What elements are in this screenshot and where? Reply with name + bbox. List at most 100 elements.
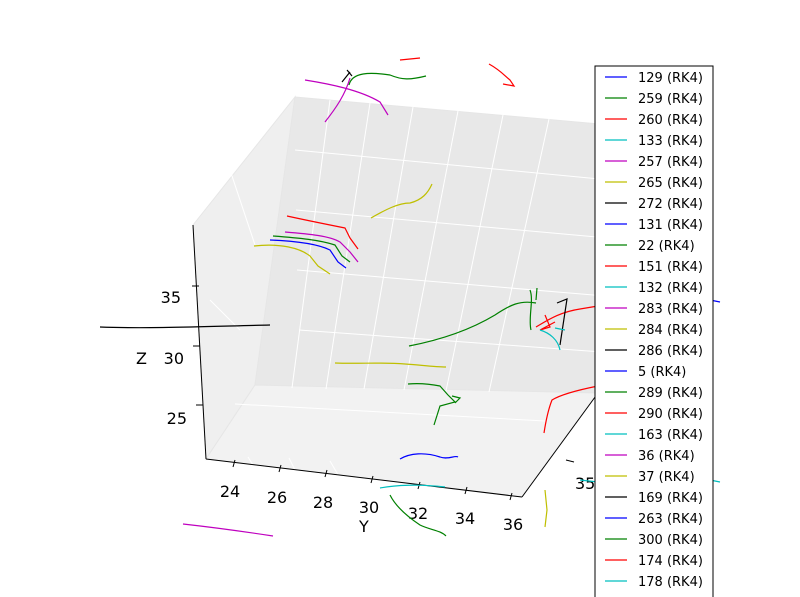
trajectory-line xyxy=(399,57,421,61)
axis-ticks xyxy=(192,285,575,501)
legend-entry: 286 (RK4) xyxy=(638,344,703,359)
grid-line xyxy=(229,169,256,246)
legend-entry: 263 (RK4) xyxy=(638,512,703,527)
trajectory-line xyxy=(488,63,516,87)
y-tick xyxy=(464,486,468,495)
grid-line xyxy=(247,456,262,479)
legend-entry: 265 (RK4) xyxy=(638,176,703,191)
legend-entry: 22 (RK4) xyxy=(638,239,695,254)
axis-lines xyxy=(192,224,599,498)
grid-line xyxy=(296,269,606,297)
trajectory-line xyxy=(544,489,548,528)
y-tick xyxy=(278,464,282,473)
legend-entry: 257 (RK4) xyxy=(638,155,703,170)
tick-labels: 24 26 28 30 32 34 36 25 30 35 35 xyxy=(161,288,596,534)
axes-panes xyxy=(192,95,611,498)
legend-entry: 151 (RK4) xyxy=(638,260,703,275)
y-tick-label: 36 xyxy=(503,515,523,534)
floor-pane xyxy=(205,384,599,498)
trajectory-line xyxy=(408,301,537,347)
legend-entry: 163 (RK4) xyxy=(638,428,703,443)
y-tick xyxy=(232,459,236,468)
legend: 129 (RK4) 259 (RK4) 260 (RK4) 133 (RK4) 257 … xyxy=(594,65,714,597)
trajectory-line xyxy=(535,305,599,328)
grid-line xyxy=(403,110,459,391)
trajectory-line xyxy=(407,383,457,426)
trajectory-line xyxy=(304,79,389,116)
z-tick-label: 30 xyxy=(164,349,184,368)
trajectory-line xyxy=(451,395,462,404)
trajectory-line xyxy=(286,215,359,250)
grid-line xyxy=(488,118,550,393)
trajectory-line xyxy=(99,324,271,329)
trajectory-line xyxy=(399,453,459,460)
z-tick-label: 35 xyxy=(161,288,181,307)
legend-entry: 260 (RK4) xyxy=(638,113,703,128)
grid-line xyxy=(445,114,504,392)
grid-line xyxy=(295,209,609,239)
trajectory-lines xyxy=(99,57,721,537)
legend-entry: 290 (RK4) xyxy=(638,407,703,422)
y-axis-line xyxy=(205,458,523,498)
legend-entry: 284 (RK4) xyxy=(638,323,703,338)
y-tick-label: 24 xyxy=(220,482,240,501)
trajectory-line xyxy=(539,327,566,351)
trajectory-line xyxy=(370,183,433,219)
legend-entry: 131 (RK4) xyxy=(638,218,703,233)
grid-line xyxy=(363,106,414,390)
x-tick xyxy=(565,459,575,463)
legend-entry: 178 (RK4) xyxy=(638,575,703,590)
legend-entry: 283 (RK4) xyxy=(638,302,703,317)
z-axis-line xyxy=(192,224,207,460)
y-tick xyxy=(324,469,328,478)
trajectory-line xyxy=(529,287,538,331)
grid-line xyxy=(234,403,546,422)
y-axis-label: Y xyxy=(358,517,369,536)
trajectory-line xyxy=(341,69,353,83)
trajectory-line xyxy=(543,385,599,434)
trajectory-line xyxy=(379,484,446,489)
y-tick-label: 30 xyxy=(359,498,379,517)
trajectory-line xyxy=(269,239,347,269)
trajectory-line xyxy=(334,362,447,368)
y-tick xyxy=(509,492,513,501)
trajectory-line xyxy=(348,72,427,86)
legend-entry: 272 (RK4) xyxy=(638,197,703,212)
y-tick-label: 28 xyxy=(313,493,333,512)
z-axis-label: Z xyxy=(136,349,147,368)
z-tick-label: 25 xyxy=(167,409,187,428)
y-tick-label: 26 xyxy=(267,488,287,507)
legend-entry: 5 (RK4) xyxy=(638,365,686,380)
legend-entry: 37 (RK4) xyxy=(638,470,695,485)
trajectory-line xyxy=(284,231,359,263)
grid-line xyxy=(294,149,611,181)
legend-entry: 169 (RK4) xyxy=(638,491,703,506)
legend-entry: 132 (RK4) xyxy=(638,281,703,296)
legend-entry: 289 (RK4) xyxy=(638,386,703,401)
legend-items: 129 (RK4) 259 (RK4) 260 (RK4) 133 (RK4) 257 … xyxy=(605,71,703,590)
y-tick-label: 34 xyxy=(455,509,475,528)
legend-box xyxy=(594,65,714,597)
legend-entry: 133 (RK4) xyxy=(638,134,703,149)
trajectory-line xyxy=(272,235,351,263)
grid-line xyxy=(329,460,345,486)
trajectory-line xyxy=(182,523,274,537)
legend-entry: 129 (RK4) xyxy=(638,71,703,86)
x-axis-line xyxy=(521,392,599,498)
trajectory-line xyxy=(389,494,447,537)
y-tick xyxy=(370,475,374,484)
x-tick-label: 35 xyxy=(575,474,595,493)
trajectory-line xyxy=(253,244,331,275)
grid-line xyxy=(325,102,371,390)
legend-entry: 174 (RK4) xyxy=(638,554,703,569)
grid-line xyxy=(288,457,301,481)
legend-entry: 259 (RK4) xyxy=(638,92,703,107)
trajectory-line xyxy=(324,77,351,123)
grid-line xyxy=(298,329,603,353)
trajectory-line xyxy=(539,314,556,331)
grid-line xyxy=(209,299,241,331)
legend-entry: 36 (RK4) xyxy=(638,449,695,464)
legend-entry: 300 (RK4) xyxy=(638,533,703,548)
y-tick-label: 32 xyxy=(408,504,428,523)
